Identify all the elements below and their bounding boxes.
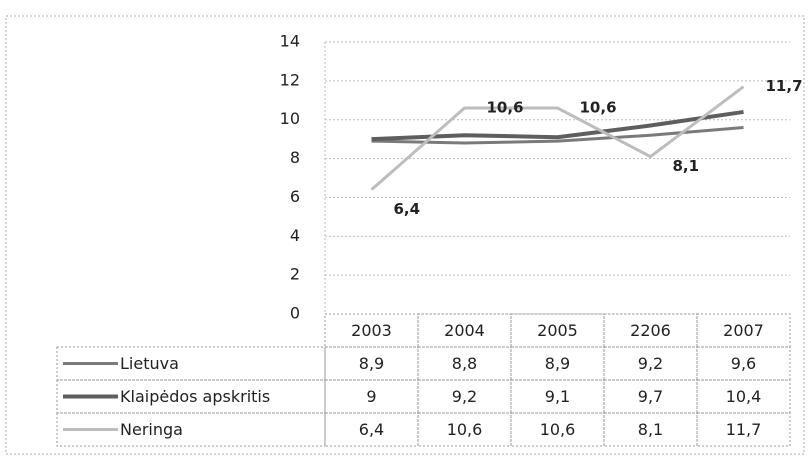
table-cell	[56, 379, 326, 414]
y-tick-label: 12	[280, 70, 300, 89]
table-cell	[696, 379, 791, 414]
legend-label: Klaipėdos apskritis	[120, 387, 270, 406]
table-cell	[417, 412, 512, 447]
table-cell	[696, 412, 791, 447]
y-tick-label: 10	[280, 109, 300, 128]
table-value: 6,4	[359, 420, 384, 439]
table-value: 9	[366, 387, 376, 406]
data-label: 8,1	[673, 157, 700, 175]
table-value: 9,1	[545, 387, 570, 406]
table-value: 8,9	[545, 354, 570, 373]
table-cell	[56, 346, 326, 381]
legend-label: Lietuva	[120, 354, 179, 373]
table-value: 8,1	[638, 420, 663, 439]
series-line	[370, 85, 745, 191]
table-cell	[324, 412, 419, 447]
y-tick-label: 4	[290, 226, 300, 245]
x-tick-label: 2004	[444, 321, 485, 340]
table-value: 8,9	[359, 354, 384, 373]
table-cell	[324, 379, 419, 414]
y-tick-label: 14	[280, 32, 300, 51]
table-cell	[510, 346, 605, 381]
data-label: 10,6	[487, 99, 524, 117]
table-cell	[510, 313, 605, 348]
chart-frame	[5, 15, 805, 455]
table-cell	[603, 412, 698, 447]
y-tick-label: 6	[290, 187, 300, 206]
table-value: 11,7	[726, 420, 762, 439]
x-tick-label: 2007	[723, 321, 764, 340]
legend-label: Neringa	[120, 420, 183, 439]
x-tick-label: 2206	[630, 321, 671, 340]
table-cell	[324, 346, 419, 381]
y-tick-label: 2	[290, 265, 300, 284]
table-value: 8,8	[452, 354, 477, 373]
table-value: 9,7	[638, 387, 663, 406]
table-cell	[696, 313, 791, 348]
table-value: 10,6	[540, 420, 576, 439]
x-tick-label: 2005	[537, 321, 578, 340]
table-value: 10,6	[447, 420, 483, 439]
series-line	[371, 109, 744, 142]
data-label: 11,7	[766, 77, 803, 95]
table-cell	[510, 379, 605, 414]
x-tick-label: 2003	[351, 321, 392, 340]
table-cell	[603, 346, 698, 381]
table-cell	[510, 412, 605, 447]
table-value: 10,4	[726, 387, 762, 406]
table-value: 9,6	[731, 354, 756, 373]
data-label: 10,6	[580, 99, 617, 117]
table-cell	[603, 313, 698, 348]
table-cell	[696, 346, 791, 381]
table-value: 9,2	[452, 387, 477, 406]
table-cell	[324, 313, 419, 348]
data-label: 6,4	[394, 200, 421, 218]
table-cell	[417, 313, 512, 348]
table-cell	[56, 412, 326, 447]
table-cell	[603, 379, 698, 414]
table-value: 9,2	[638, 354, 663, 373]
y-tick-label: 8	[290, 148, 300, 167]
y-tick-label: 0	[290, 304, 300, 323]
table-cell	[417, 379, 512, 414]
table-cell	[417, 346, 512, 381]
